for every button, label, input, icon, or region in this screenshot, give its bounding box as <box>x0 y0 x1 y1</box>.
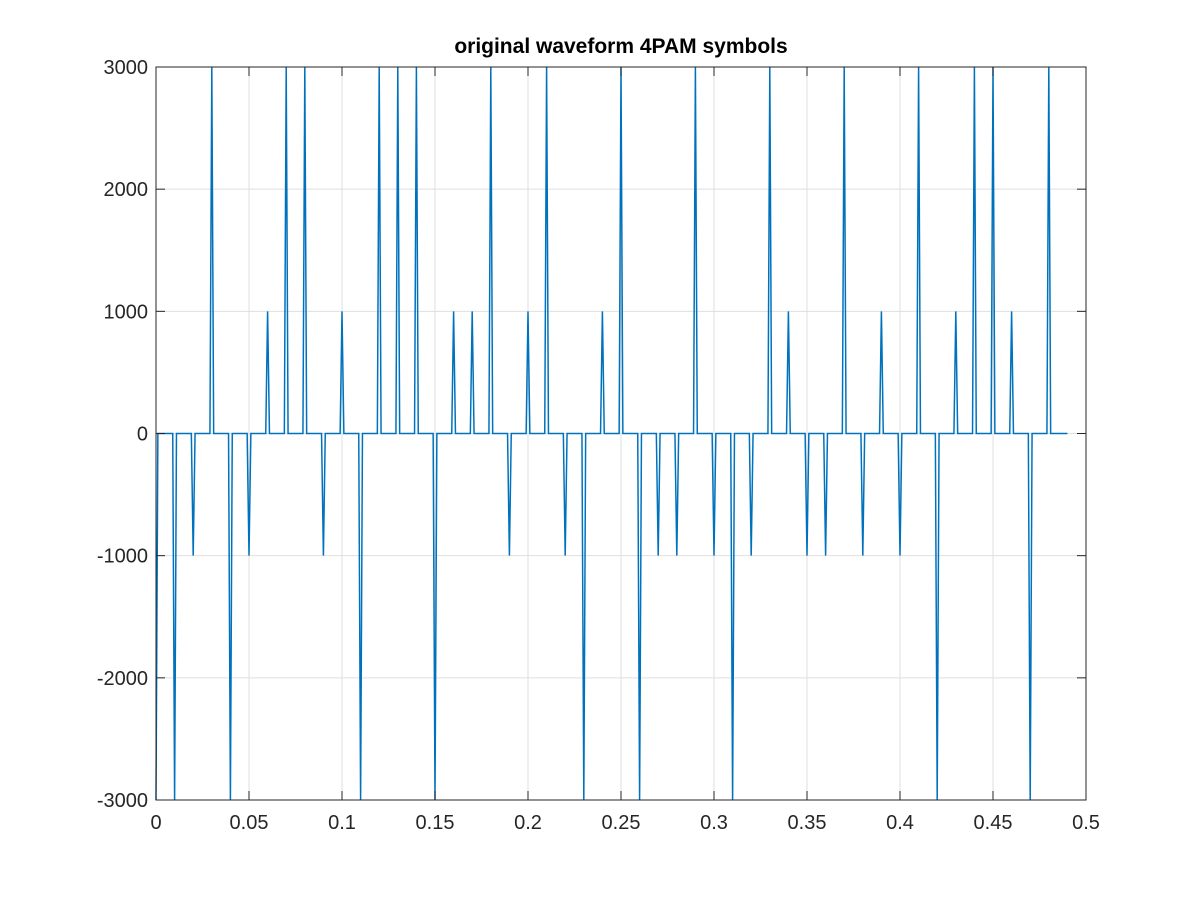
chart-title: original waveform 4PAM symbols <box>454 35 787 58</box>
x-tick-label: 0.15 <box>416 812 455 834</box>
x-tick-label: 0.4 <box>886 812 914 834</box>
x-tick-label: 0.35 <box>788 812 827 834</box>
y-tick-label: -2000 <box>97 668 148 690</box>
data-layer <box>155 66 1068 801</box>
x-tick-label: 0.25 <box>602 812 641 834</box>
y-tick-label: 2000 <box>104 179 149 201</box>
y-tick-labels: -3000 -2000 -1000 0 1000 2000 3000 <box>97 57 148 812</box>
x-tick-label: 0.1 <box>328 812 356 834</box>
waveform-line <box>155 66 1068 801</box>
x-tick-label: 0.05 <box>230 812 269 834</box>
tick-marks <box>155 66 1087 801</box>
y-tick-label: 1000 <box>104 301 149 323</box>
y-tick-label: -1000 <box>97 546 148 568</box>
x-tick-labels: 0 0.05 0.1 0.15 0.2 0.25 0.3 0.35 0.4 0.45 0.5 <box>150 812 1099 834</box>
x-tick-label: 0.3 <box>700 812 728 834</box>
y-tick-label: 3000 <box>104 57 149 79</box>
y-tick-label: -3000 <box>97 790 148 812</box>
x-tick-label: 0 <box>150 812 161 834</box>
x-tick-label: 0.2 <box>514 812 542 834</box>
y-tick-label: 0 <box>137 424 148 446</box>
x-tick-label: 0.5 <box>1072 812 1100 834</box>
x-tick-label: 0.45 <box>974 812 1013 834</box>
